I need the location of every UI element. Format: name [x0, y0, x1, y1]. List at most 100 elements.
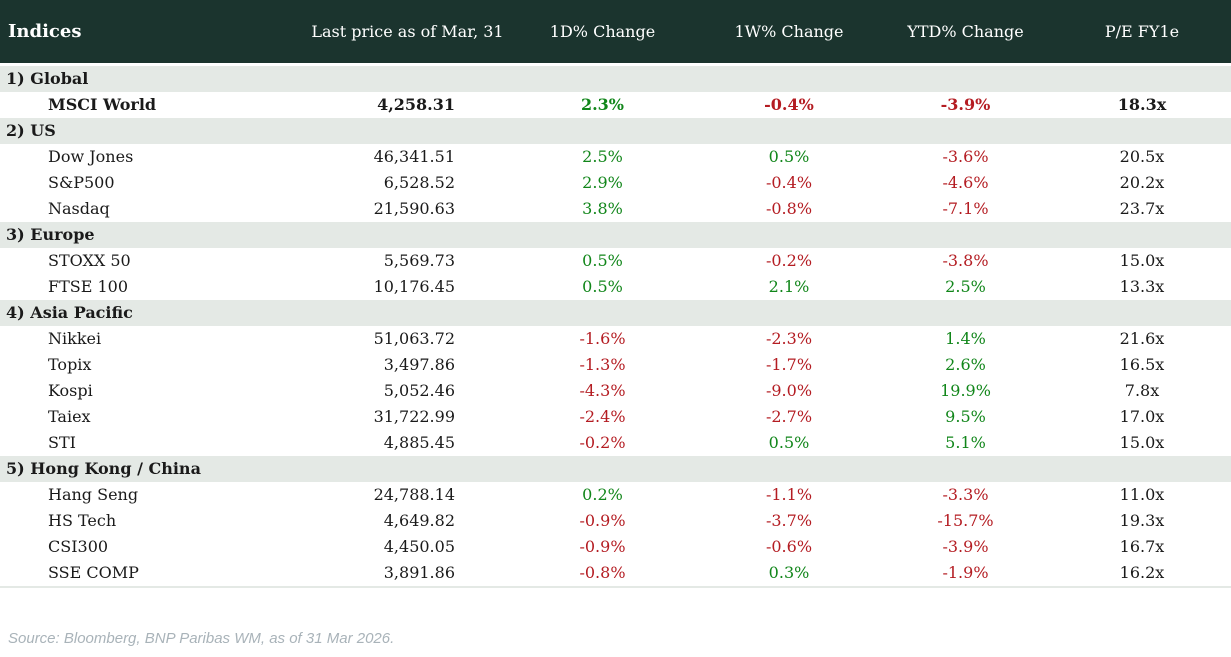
last-price: 6,528.52	[383, 173, 455, 192]
change-ytd: -3.8%	[942, 251, 989, 270]
change-ytd: 2.6%	[945, 355, 986, 374]
index-name: CSI300	[48, 537, 109, 556]
index-row: SSE COMP 3,891.86 -0.8% 0.3% -1.9% 16.2x	[0, 560, 1231, 586]
pe-ratio: 20.5x	[1119, 147, 1165, 166]
change-ytd: -7.1%	[942, 199, 989, 218]
last-price: 46,341.51	[373, 147, 455, 166]
pe-ratio: 21.6x	[1119, 329, 1165, 348]
index-row: Kospi 5,052.46 -4.3% -9.0% 19.9% 7.8x	[0, 378, 1231, 404]
last-price: 4,450.05	[383, 537, 455, 556]
change-ytd: 2.5%	[945, 277, 986, 296]
source-note: Source: Bloomberg, BNP Paribas WM, as of…	[8, 630, 395, 647]
pe-ratio: 11.0x	[1119, 485, 1165, 504]
change-1w: 0.5%	[768, 147, 810, 166]
change-ytd: -3.3%	[942, 485, 989, 504]
index-name: Kospi	[48, 381, 93, 400]
section-label: 2) US	[6, 121, 56, 140]
index-name: Nasdaq	[48, 199, 110, 218]
pe-ratio: 16.7x	[1119, 537, 1165, 556]
last-price: 3,891.86	[383, 563, 455, 582]
index-row: HS Tech 4,649.82 -0.9% -3.7% -15.7% 19.3x	[0, 508, 1231, 534]
last-price: 10,176.45	[373, 277, 455, 296]
change-1w: -0.4%	[765, 173, 813, 192]
last-price: 24,788.14	[373, 485, 455, 504]
change-1d: 0.5%	[582, 277, 623, 296]
change-1d: -0.9%	[579, 511, 626, 530]
section-row: 2) US	[0, 118, 1231, 144]
index-row: CSI300 4,450.05 -0.9% -0.6% -3.9% 16.7x	[0, 534, 1231, 560]
index-name: STI	[48, 433, 76, 452]
change-ytd: -4.6%	[942, 173, 989, 192]
column-header-1w-change: 1W% Change	[734, 22, 844, 41]
index-row: Dow Jones 46,341.51 2.5% 0.5% -3.6% 20.5x	[0, 144, 1231, 170]
change-ytd: -1.9%	[942, 563, 989, 582]
column-header-ytd-change: YTD% Change	[907, 22, 1024, 41]
change-1w: 0.5%	[768, 433, 810, 452]
index-row: MSCI World 4,258.31 2.3% -0.4% -3.9% 18.3x	[0, 92, 1231, 118]
pe-ratio: 13.3x	[1119, 277, 1165, 296]
pe-ratio: 18.3x	[1117, 95, 1167, 114]
change-ytd: 1.4%	[945, 329, 986, 348]
change-1d: -1.6%	[579, 329, 626, 348]
pe-ratio: 15.0x	[1119, 251, 1165, 270]
index-name: MSCI World	[48, 95, 157, 114]
section-label: 1) Global	[6, 69, 89, 88]
index-row: Nasdaq 21,590.63 3.8% -0.8% -7.1% 23.7x	[0, 196, 1231, 222]
change-1d: 0.2%	[582, 485, 623, 504]
index-name: STOXX 50	[48, 251, 131, 270]
index-row: S&P500 6,528.52 2.9% -0.4% -4.6% 20.2x	[0, 170, 1231, 196]
pe-ratio: 7.8x	[1124, 381, 1160, 400]
last-price: 3,497.86	[383, 355, 455, 374]
change-1w: -2.7%	[765, 407, 813, 426]
pe-ratio: 19.3x	[1119, 511, 1165, 530]
change-1d: -4.3%	[579, 381, 626, 400]
change-1w: -2.3%	[765, 329, 813, 348]
table-body: 1) Global MSCI World 4,258.31 2.3% -0.4% -3.9…	[0, 66, 1231, 588]
last-price: 5,052.46	[383, 381, 455, 400]
change-1w: -0.2%	[765, 251, 813, 270]
change-ytd: 5.1%	[945, 433, 986, 452]
pe-ratio: 23.7x	[1119, 199, 1165, 218]
index-name: S&P500	[48, 173, 115, 192]
change-ytd: -3.9%	[942, 537, 989, 556]
pe-ratio: 16.5x	[1119, 355, 1165, 374]
change-1d: -0.2%	[579, 433, 626, 452]
section-row: 4) Asia Pacific	[0, 300, 1231, 326]
pe-ratio: 16.2x	[1119, 563, 1165, 582]
change-1w: -9.0%	[765, 381, 813, 400]
last-price: 4,649.82	[383, 511, 455, 530]
change-ytd: -3.6%	[942, 147, 989, 166]
index-row: STI 4,885.45 -0.2% 0.5% 5.1% 15.0x	[0, 430, 1231, 456]
last-price: 31,722.99	[373, 407, 455, 426]
change-1w: -1.7%	[765, 355, 813, 374]
change-1w: -0.6%	[765, 537, 813, 556]
pe-ratio: 20.2x	[1119, 173, 1165, 192]
change-1d: 2.3%	[580, 95, 625, 114]
section-label: 5) Hong Kong / China	[6, 459, 201, 478]
change-1d: -1.3%	[579, 355, 626, 374]
section-label: 4) Asia Pacific	[6, 303, 133, 322]
index-name: SSE COMP	[48, 563, 139, 582]
index-name: Taiex	[48, 407, 91, 426]
column-header-pe: P/E FY1e	[1104, 22, 1180, 41]
index-row: STOXX 50 5,569.73 0.5% -0.2% -3.8% 15.0x	[0, 248, 1231, 274]
change-1w: 0.3%	[768, 563, 810, 582]
index-name: Hang Seng	[48, 485, 139, 504]
change-1d: -0.9%	[579, 537, 626, 556]
section-row: 3) Europe	[0, 222, 1231, 248]
index-name: Topix	[48, 355, 92, 374]
last-price: 21,590.63	[373, 199, 455, 218]
last-price: 5,569.73	[383, 251, 455, 270]
change-1d: 2.5%	[582, 147, 623, 166]
index-name: Nikkei	[48, 329, 102, 348]
change-1d: -2.4%	[579, 407, 626, 426]
indices-table: Indices Last price as of Mar, 31 1D% Cha…	[0, 0, 1231, 588]
change-1d: 0.5%	[582, 251, 623, 270]
index-name: FTSE 100	[48, 277, 129, 296]
column-header-last-price: Last price as of Mar, 31	[311, 22, 504, 41]
table-title: Indices	[8, 21, 82, 42]
change-1w: -3.7%	[765, 511, 813, 530]
index-row: Nikkei 51,063.72 -1.6% -2.3% 1.4% 21.6x	[0, 326, 1231, 352]
change-1d: -0.8%	[579, 563, 626, 582]
change-1w: -0.8%	[765, 199, 813, 218]
